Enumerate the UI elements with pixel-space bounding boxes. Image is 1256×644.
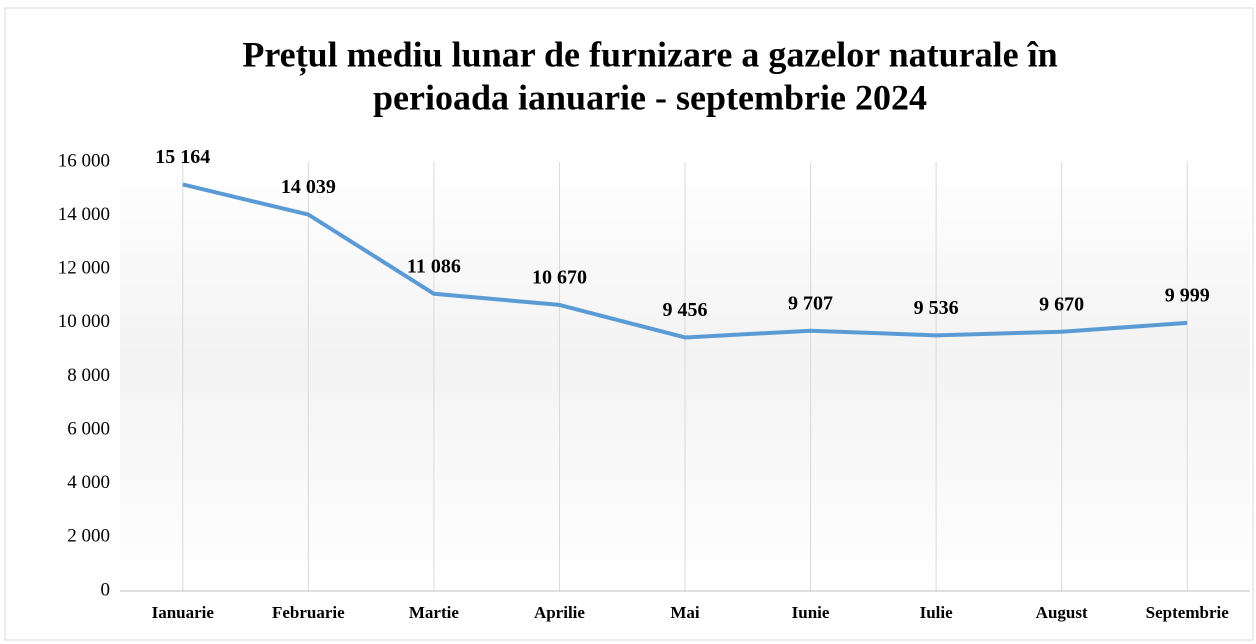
x-tick-label: Februarie: [272, 603, 345, 622]
line: [182, 182, 1188, 340]
chart-title: Prețul mediu lunar de furnizare a gazelo…: [242, 34, 1057, 75]
x-tick-label: Septembrie: [1146, 603, 1230, 622]
y-tick-label: 12 000: [58, 258, 110, 279]
x-tick-label: Ianuarie: [152, 603, 215, 622]
y-tick-label: 2 000: [67, 526, 110, 547]
y-tick-label: 10 000: [58, 311, 110, 332]
y-tick-label: 8 000: [67, 365, 110, 386]
data-label: 9 670: [1039, 293, 1084, 315]
x-tick-label: Aprilie: [534, 603, 585, 622]
data-label: 15 164: [155, 146, 210, 168]
y-tick-label: 0: [101, 579, 111, 600]
x-tick-label: Martie: [409, 603, 459, 622]
x-tick-label: Mai: [670, 603, 700, 622]
y-tick-label: 14 000: [58, 204, 110, 225]
x-tick-label: Iunie: [792, 603, 830, 622]
data-label: 9 536: [914, 297, 959, 319]
data-label: 9 999: [1165, 284, 1210, 306]
data-label: 14 039: [281, 176, 336, 198]
y-tick-label: 4 000: [67, 472, 110, 493]
data-label: 9 707: [788, 292, 833, 314]
y-tick-label: 6 000: [67, 418, 110, 439]
data-label: 9 456: [663, 299, 708, 321]
data-label: 11 086: [407, 255, 461, 277]
y-tick-label: 16 000: [58, 150, 110, 171]
chart-title: perioada ianuarie - septembrie 2024: [373, 77, 927, 117]
x-tick-label: August: [1036, 603, 1088, 622]
data-label: 10 670: [532, 267, 587, 289]
x-tick-label: Iulie: [920, 603, 954, 622]
